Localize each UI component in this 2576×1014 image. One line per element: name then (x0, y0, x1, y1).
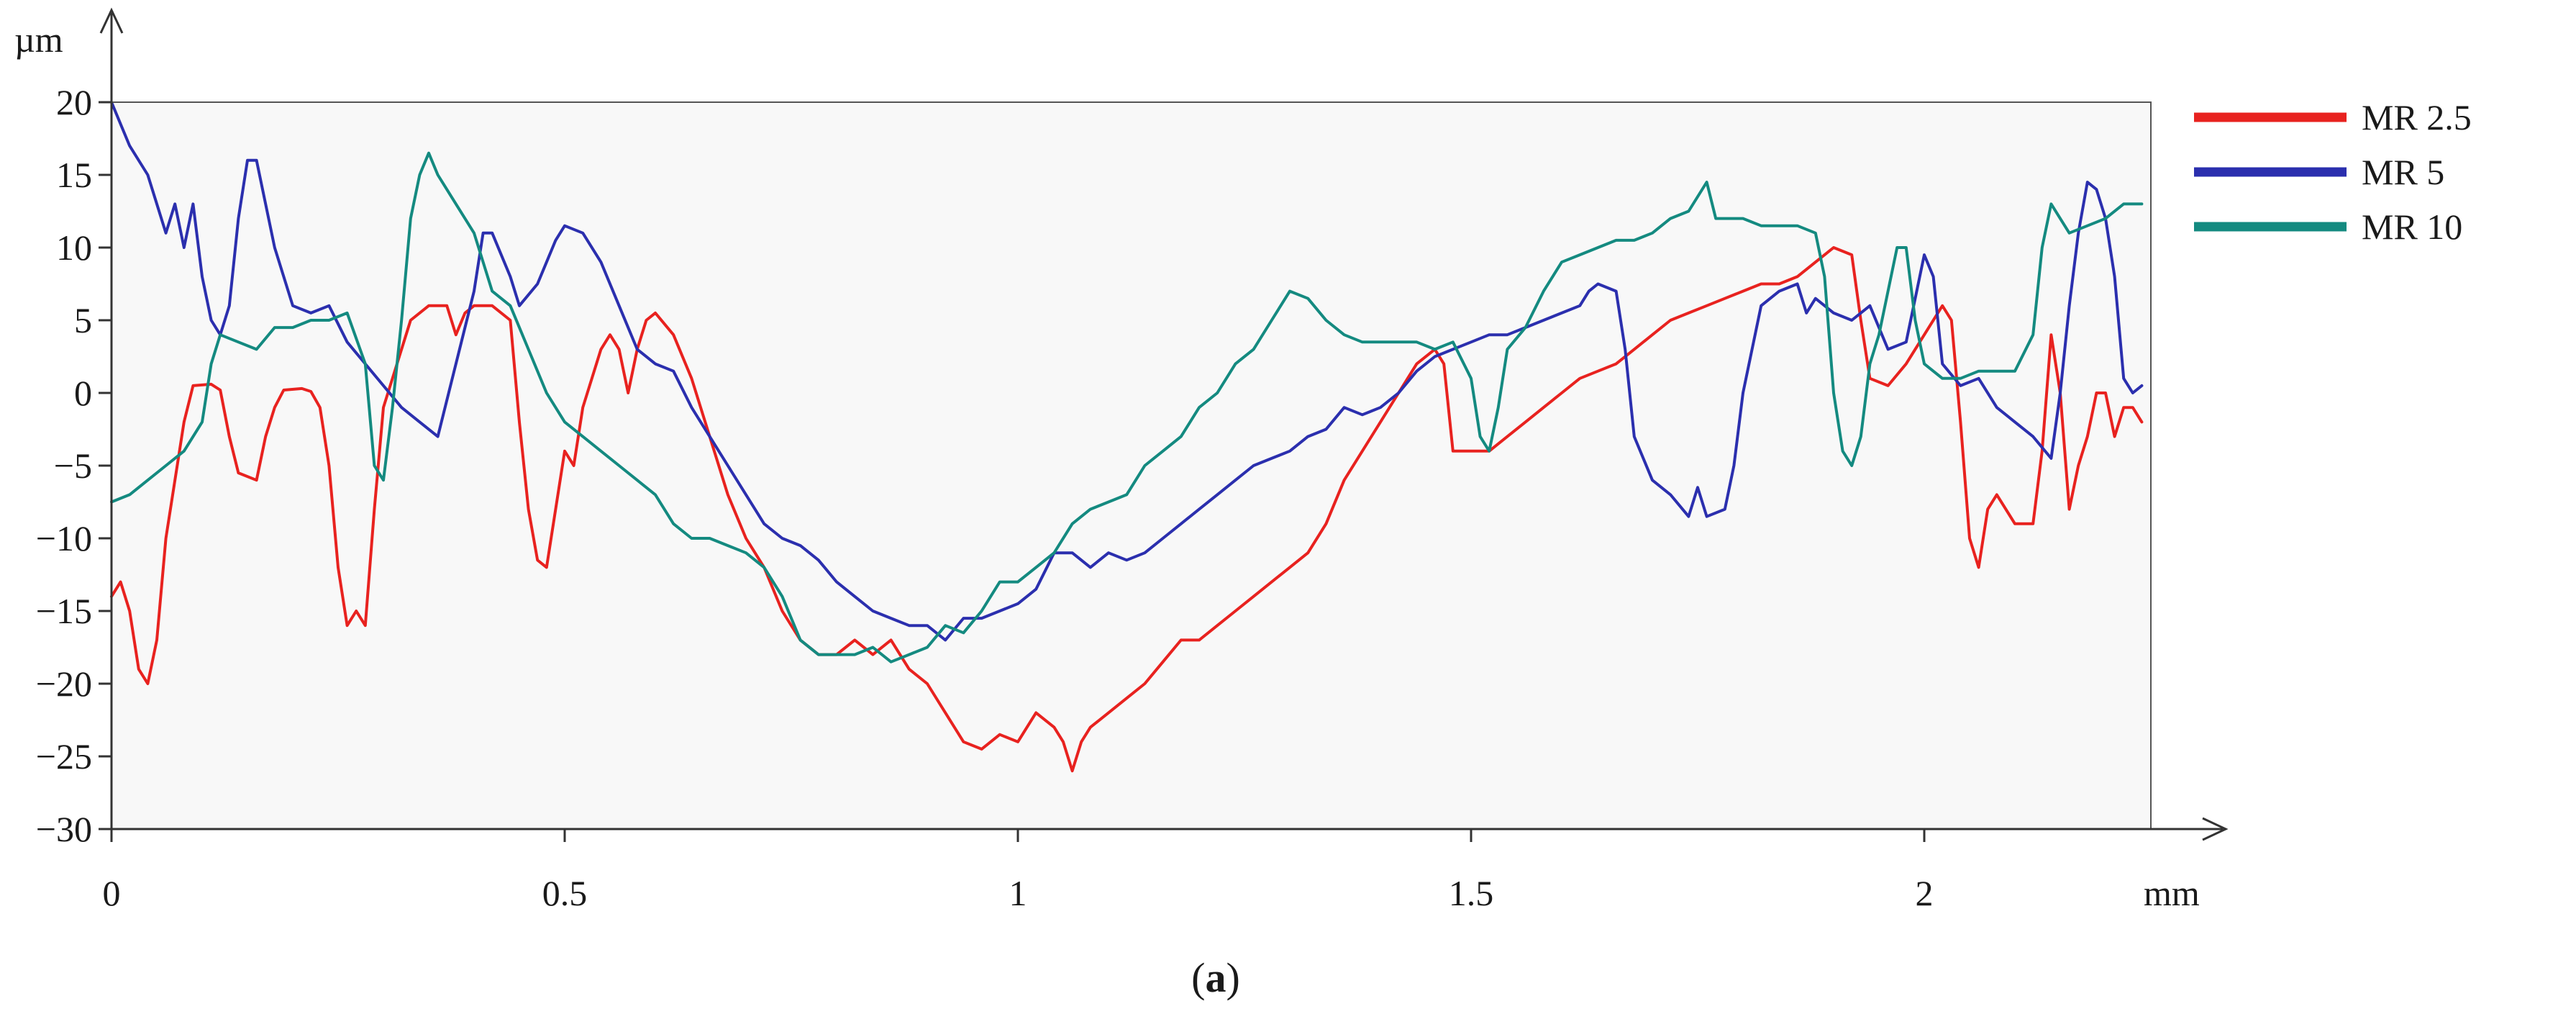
y-tick-label: −25 (36, 736, 92, 777)
x-axis-arrow-icon (2202, 817, 2229, 841)
y-tick-label: 0 (74, 373, 92, 413)
x-tick-label: 0 (103, 873, 121, 913)
y-tick-label: −10 (36, 518, 92, 558)
y-axis-unit: µm (14, 19, 63, 60)
axes (99, 7, 2229, 841)
legend-label: MR 10 (2362, 207, 2462, 247)
y-tick-label: −15 (36, 591, 92, 631)
panel-label-close: ) (1226, 954, 1240, 1001)
y-tick-label: 20 (56, 82, 92, 122)
panel-label-letter: a (1206, 954, 1226, 1001)
legend-label: MR 2.5 (2362, 97, 2472, 137)
y-tick-label: −30 (36, 809, 92, 849)
y-tick-label: 5 (74, 300, 92, 340)
axis-ticks: 0 0.5 1 1.5 2 20 15 10 5 0 −5 −10 −15 −20 −25 −30 (36, 82, 1934, 913)
x-tick-label: 1 (1009, 873, 1027, 913)
y-tick-label: −5 (54, 445, 92, 486)
series-lines (110, 101, 2144, 773)
plot-area (111, 102, 2151, 829)
x-tick-label: 1.5 (1449, 873, 1494, 913)
y-tick-label: 10 (56, 227, 92, 268)
panel-label: (a) (1191, 954, 1240, 1001)
y-axis-arrow-icon (99, 7, 124, 34)
panel-label-open: ( (1191, 954, 1205, 1001)
x-tick-label: 2 (1916, 873, 1934, 913)
x-axis-unit: mm (2144, 873, 2200, 913)
legend-label: MR 5 (2362, 152, 2444, 192)
legend: MR 2.5 MR 5 MR 10 (2194, 97, 2472, 247)
series-line-mr-10 (110, 151, 2144, 664)
y-tick-label: −20 (36, 664, 92, 704)
y-tick-label: 15 (56, 155, 92, 195)
series-line-mr-5 (110, 101, 2144, 642)
x-tick-label: 0.5 (542, 873, 588, 913)
